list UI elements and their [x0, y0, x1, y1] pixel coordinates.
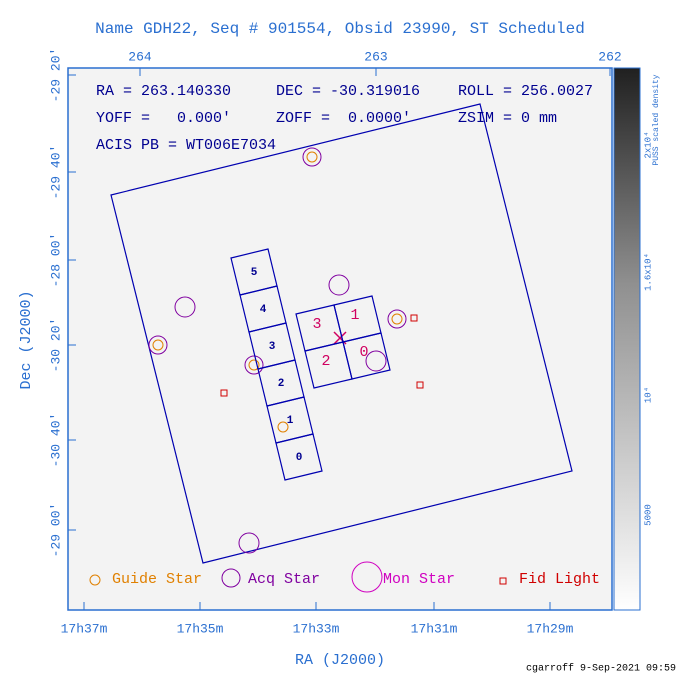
chip-label: 1 [287, 415, 294, 427]
info-dec: DEC = -30.319016 [276, 83, 420, 100]
bottom-tick-label: 17h33m [293, 621, 340, 636]
chip-label: 2 [278, 378, 285, 390]
info-yoff: YOFF = 0.000' [96, 110, 231, 127]
y-axis-label: Dec (J2000) [18, 290, 35, 389]
chip-label: 4 [260, 304, 267, 316]
bottom-tick-label: 17h37m [61, 621, 108, 636]
acq-star [328, 274, 350, 296]
legend-marker [89, 574, 101, 586]
legend-label: Fid Light [519, 571, 600, 588]
acq-star [238, 532, 260, 554]
chip-label: 0 [359, 344, 368, 361]
acis-s-chip [275, 433, 323, 481]
top-tick-label: 262 [598, 49, 621, 64]
chip-label: 3 [269, 341, 276, 353]
fid-light [220, 389, 228, 397]
chip-label: 1 [350, 307, 359, 324]
left-tick-label: -28 00' [48, 233, 63, 288]
guide-star [306, 151, 318, 163]
colorbar-label: 10⁴ [642, 387, 653, 403]
legend-marker [351, 561, 383, 593]
bottom-tick-label: 17h29m [527, 621, 574, 636]
left-tick-label: -29 40' [48, 145, 63, 200]
colorbar-label: 5000 [643, 504, 653, 526]
legend-label: Acq Star [248, 571, 320, 588]
fid-light [416, 381, 424, 389]
info-roll: ROLL = 256.0027 [458, 83, 593, 100]
left-tick-label: -30 20' [48, 318, 63, 373]
info-ra: RA = 263.140330 [96, 83, 231, 100]
acq-star [244, 355, 264, 375]
acq-star [174, 296, 196, 318]
chip-label: 0 [296, 452, 303, 464]
stars [148, 147, 424, 554]
field-of-view [110, 103, 573, 564]
info-zsim: ZSIM = 0 mm [458, 110, 557, 127]
title: Name GDH22, Seq # 901554, Obsid 23990, S… [95, 20, 585, 38]
acq-star [365, 350, 387, 372]
fid-light [410, 314, 418, 322]
chip-label: 3 [312, 316, 321, 333]
left-tick-label: -29 20' [48, 48, 63, 103]
legend-marker [499, 577, 507, 585]
acq-star [302, 147, 322, 167]
legend-label: Mon Star [383, 571, 455, 588]
guide-star [152, 339, 164, 351]
guide-star [391, 313, 403, 325]
bottom-tick-label: 17h35m [177, 621, 224, 636]
colorbar-label: 1.6x10⁴ [642, 253, 653, 291]
footer: cgarroff 9-Sep-2021 09:59 [526, 663, 676, 675]
chip-label: 2 [321, 353, 330, 370]
top-tick-label: 264 [128, 49, 152, 64]
top-tick-label: 263 [364, 49, 387, 64]
guide-star [277, 421, 289, 433]
colorbar [613, 67, 641, 611]
legend-marker [221, 568, 241, 588]
info-acis: ACIS PB = WT006E7034 [96, 137, 276, 154]
colorbar-label: 2x10⁴ [642, 131, 653, 158]
acis-i-chip [342, 332, 391, 380]
chip-label: 5 [251, 267, 258, 279]
info-zoff: ZOFF = 0.0000' [276, 110, 411, 127]
legend: Guide Star Acq Star Mon Star Fid Light [89, 561, 600, 593]
acq-star [387, 309, 407, 329]
left-tick-label: -30 40' [48, 413, 63, 468]
bottom-tick-label: 17h31m [411, 621, 458, 636]
acq-star [148, 335, 168, 355]
guide-star [248, 359, 260, 371]
x-axis-label: RA (J2000) [295, 652, 385, 669]
colorbar-title: PUSS scaled density [652, 74, 661, 165]
legend-label: Guide Star [112, 571, 202, 588]
left-tick-label: -29 00' [48, 503, 63, 558]
